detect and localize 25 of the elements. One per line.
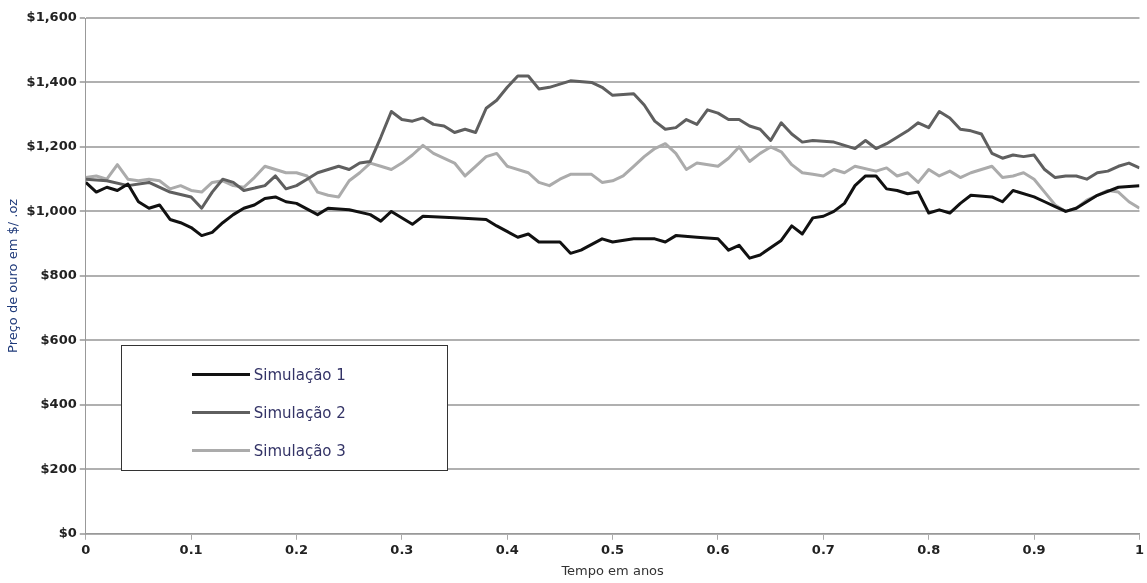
x-tick-label: 0.6 xyxy=(706,541,730,557)
x-tick-label: 0.1 xyxy=(179,541,203,557)
x-axis-title: Tempo em anos xyxy=(560,562,665,578)
x-tick-label: 0.9 xyxy=(1022,541,1046,557)
y-tick-label: $1,200 xyxy=(26,138,77,154)
y-tick-label: $1,400 xyxy=(26,73,77,89)
legend-label: Simulação 3 xyxy=(253,441,346,460)
x-tick-label: 0.5 xyxy=(601,541,625,557)
x-tick-label: 0.7 xyxy=(811,541,835,557)
y-tick-label: $200 xyxy=(40,460,77,476)
legend-label: Simulação 2 xyxy=(253,403,346,422)
x-tick-label: 0.2 xyxy=(284,541,309,557)
x-tick-label: 0.4 xyxy=(495,541,519,557)
y-tick-label: $800 xyxy=(40,267,77,283)
x-tick-label: 0.3 xyxy=(390,541,414,557)
x-tick-label: 1 xyxy=(1134,541,1144,557)
x-tick-label: 0.8 xyxy=(917,541,941,557)
legend-label: Simulação 1 xyxy=(253,365,346,384)
x-tick-label: 0 xyxy=(81,541,91,557)
y-tick-label: $400 xyxy=(40,396,77,412)
y-tick-label: $0 xyxy=(58,525,77,541)
y-tick-label: $600 xyxy=(40,331,77,347)
y-tick-label: $1,600 xyxy=(26,9,77,25)
y-tick-label: $1,000 xyxy=(26,202,77,218)
y-axis-title: Preço de ouro em $/ .oz xyxy=(5,198,21,353)
